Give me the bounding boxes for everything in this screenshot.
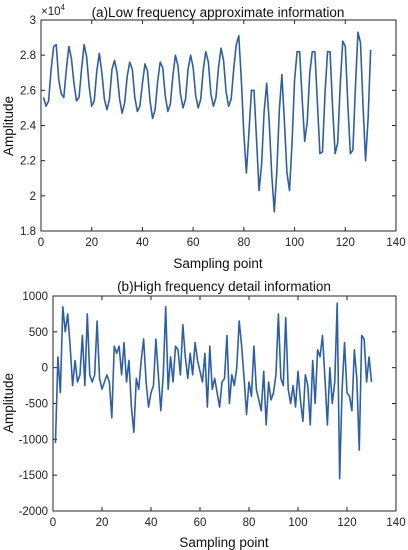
panel-b-x-tick-label: 80 — [243, 517, 256, 529]
panel-b-y-tick-label: 500 — [29, 327, 48, 339]
panel-a-x-axis-label: Sampling point — [173, 256, 263, 271]
panel-b-y-tick-label: -2000 — [19, 506, 48, 518]
panel-a-y-tick-label: 2 — [30, 191, 36, 203]
panel-b-plot-area — [52, 295, 397, 512]
panel-b-x-tick-label: 20 — [96, 517, 109, 529]
panel-b-x-axis-label: Sampling point — [179, 535, 269, 550]
panel-b-high-frequency: (b)High frequency detail information 0 20… — [1, 279, 406, 550]
panel-b-x-tick-label: 0 — [50, 517, 56, 529]
panel-a-y-axis-label: Amplitude — [1, 96, 16, 156]
panel-b-x-tick-label: 60 — [194, 517, 207, 529]
panel-a-series-line — [42, 31, 372, 213]
panel-a-x-tick-label: 120 — [336, 237, 355, 249]
panel-a-y-tick-label: 2.2 — [20, 156, 36, 168]
panel-a-y-tick-label: 2.6 — [20, 85, 36, 97]
panel-a-exponent-label: ×104 — [41, 3, 66, 18]
panel-b-y-tick-label: 0 — [42, 363, 48, 375]
panel-a-x-tick-label: 80 — [237, 237, 250, 249]
panel-a-x-tick-label: 0 — [38, 237, 44, 249]
panel-b-y-ticks: -2000 -1500 -1000 -500 0 500 1000 — [19, 291, 396, 518]
panel-a-x-tick-label: 60 — [187, 237, 200, 249]
panel-b-x-ticks: 0 20 40 60 80 100 120 140 — [50, 296, 406, 529]
panel-b-y-tick-label: -1000 — [19, 434, 48, 446]
panel-b-y-tick-label: -1500 — [19, 470, 48, 482]
panel-a-y-tick-label: 2.8 — [20, 50, 36, 62]
panel-a-x-tick-label: 100 — [285, 237, 304, 249]
panel-b-x-tick-label: 40 — [145, 517, 158, 529]
panel-b-x-tick-label: 140 — [386, 517, 405, 529]
panel-b-x-tick-label: 120 — [337, 517, 356, 529]
panel-a-title: (a)Low frequency approximate information — [92, 5, 345, 20]
panel-b-series-line — [54, 302, 373, 480]
panel-a-x-tick-label: 20 — [85, 237, 98, 249]
panel-a-x-tick-label: 40 — [136, 237, 149, 249]
panel-a-x-tick-label: 140 — [386, 237, 405, 249]
panel-a-low-frequency: (a)Low frequency approximate information… — [1, 3, 406, 271]
panel-b-y-tick-label: 1000 — [22, 291, 48, 303]
panel-a-x-ticks: 0 20 40 60 80 100 120 140 — [38, 20, 406, 249]
panel-a-y-tick-label: 3 — [30, 15, 36, 27]
panel-b-y-tick-label: -500 — [25, 399, 48, 411]
panel-a-y-ticks: 1.8 2 2.2 2.4 2.6 2.8 3 — [20, 15, 396, 238]
panel-b-x-tick-label: 100 — [288, 517, 307, 529]
panel-b-y-axis-label: Amplitude — [1, 373, 16, 433]
panel-b-title: (b)High frequency detail information — [117, 279, 331, 294]
panel-a-y-tick-label: 2.4 — [20, 121, 37, 133]
panel-a-y-tick-label: 1.8 — [20, 226, 36, 238]
